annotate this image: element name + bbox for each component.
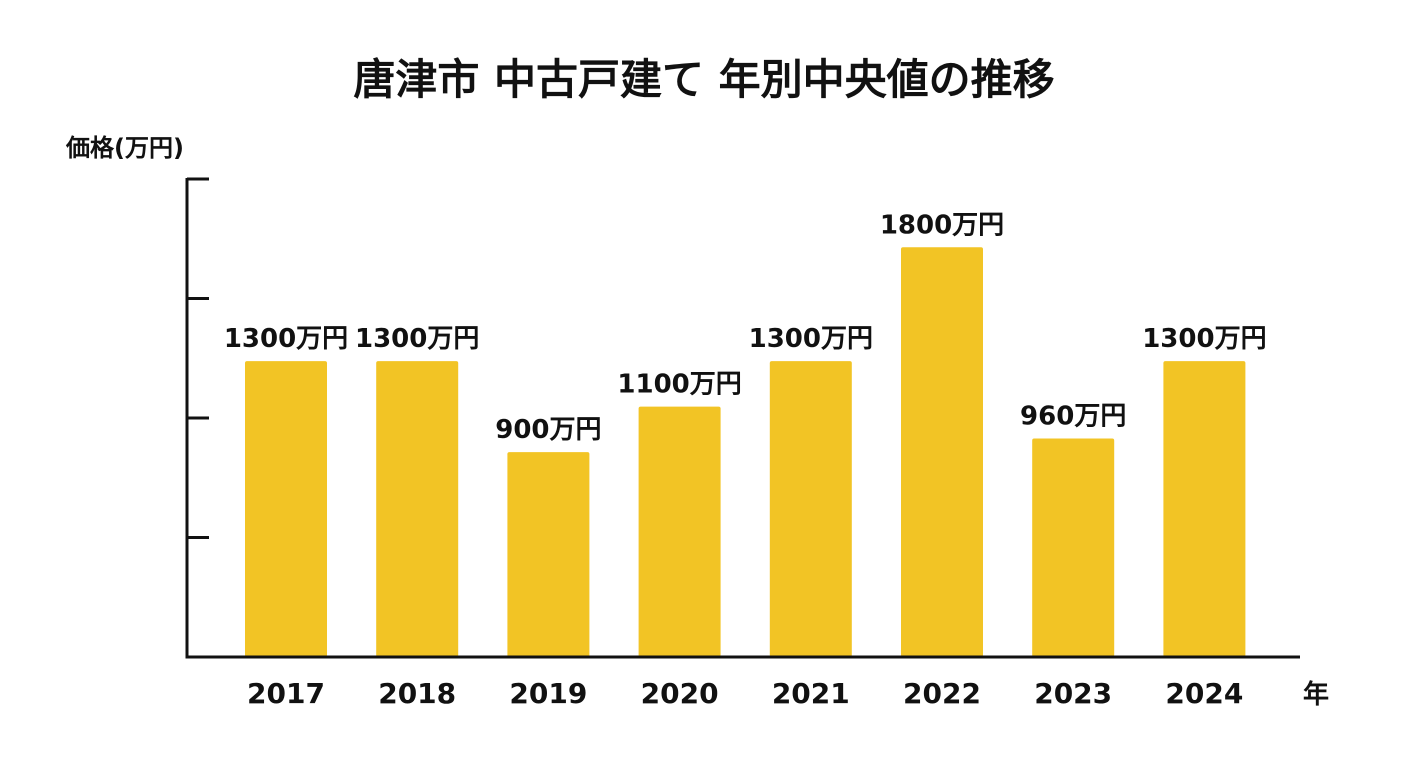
x-tick-label-2024: 2024	[1165, 677, 1243, 710]
axes-layer	[185, 177, 1300, 659]
x-tick-label-2020: 2020	[641, 677, 719, 710]
bar-2024	[1163, 361, 1246, 657]
bar-2017	[245, 361, 327, 657]
value-labels-layer: 1300万円 1300万円900万円1100万円1300万円1800万円960万円…	[224, 210, 1267, 445]
x-tick-label-2023: 2023	[1034, 677, 1112, 710]
x-tick-label-2022: 2022	[903, 677, 981, 710]
data-label-2020: 1100万円	[617, 370, 741, 400]
bar-2018	[376, 361, 459, 657]
data-label-2024: 1300万円	[1142, 324, 1266, 354]
x-tick-label-2021: 2021	[772, 677, 850, 710]
bar-2022	[901, 247, 983, 658]
bar-2023	[1032, 438, 1115, 657]
bars-layer	[245, 247, 1246, 658]
x-tick-label-2019: 2019	[509, 677, 587, 710]
bar-2019	[507, 452, 590, 657]
data-label-2017: 1300万円	[224, 324, 348, 354]
data-label-2019: 900万円	[495, 415, 601, 445]
data-label-2023: 960万円	[1020, 402, 1126, 432]
chart-title: 唐津市 中古戸建て 年別中央値の推移	[353, 55, 1054, 104]
data-label-2022: 1800万円	[880, 210, 1004, 240]
data-label-2021: 1300万円	[749, 324, 873, 354]
x-axis-label: 年	[1303, 679, 1329, 710]
x-tick-label-2017: 2017	[247, 677, 325, 710]
bar-2021	[769, 361, 852, 657]
x-tick-label-2018: 2018	[378, 677, 456, 710]
x-tick-labels-layer: 2017 2018 2019 2020 2021 2022 2023 2024	[247, 677, 1243, 710]
data-label-2018: 1300万円	[355, 324, 479, 354]
bar-2020	[638, 406, 721, 657]
y-axis-label: 価格(万円)	[65, 134, 184, 162]
